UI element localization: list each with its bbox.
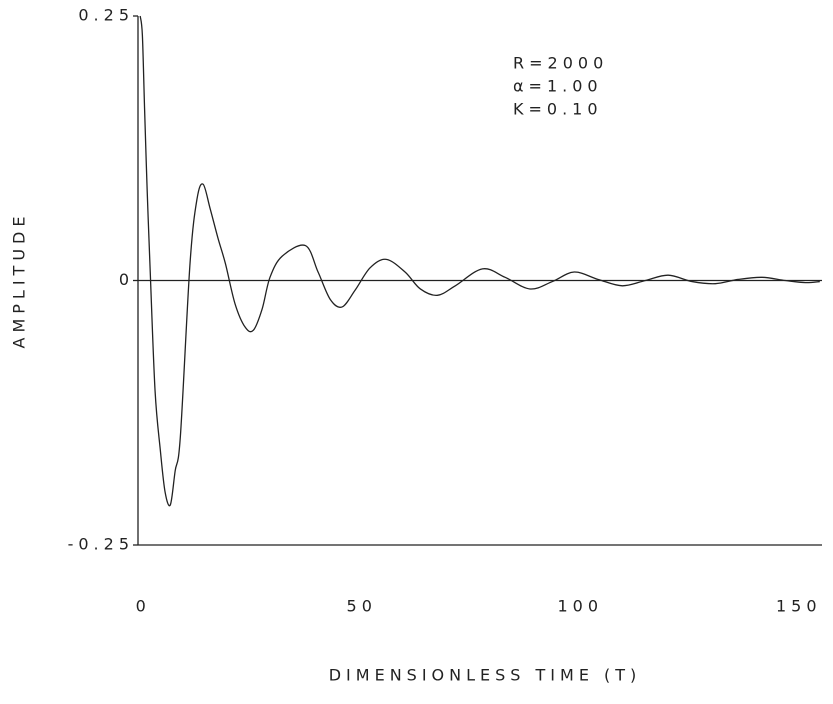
x-tick-label: 150 [776, 597, 822, 616]
annotation: α=1.00 [513, 77, 603, 96]
annotation: K=0.10 [513, 100, 603, 119]
y-tick-label: 0 [119, 270, 134, 289]
x-tick-label: 100 [557, 597, 603, 616]
x-tick-label: 50 [347, 597, 377, 616]
y-tick-label: 0.25 [78, 6, 134, 25]
x-axis-label: DIMENSIONLESS TIME (T) [329, 666, 642, 685]
line [139, 15, 820, 507]
y-tick-label: -0.25 [68, 535, 134, 554]
annotation: R=2000 [513, 54, 608, 73]
y-axis-label: AMPLITUDE [10, 212, 29, 349]
x-tick-label: 0 [136, 597, 151, 616]
